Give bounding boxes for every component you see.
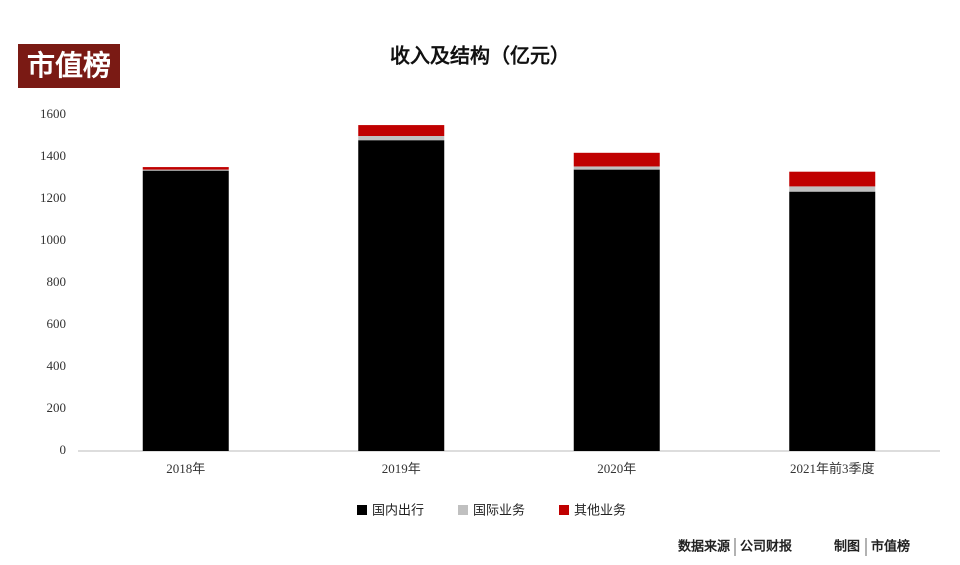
bar-segment xyxy=(789,191,876,451)
bar-segment xyxy=(358,136,445,141)
legend-swatch xyxy=(357,505,367,515)
bar-segment xyxy=(789,186,876,192)
legend-label: 国内出行 xyxy=(372,503,424,519)
bar-segment xyxy=(789,171,876,187)
legend-swatch xyxy=(458,505,468,515)
y-tick-label: 1000 xyxy=(40,232,66,247)
y-tick-label: 1400 xyxy=(40,148,66,163)
credit-label: 制图 xyxy=(834,539,860,555)
y-tick-label: 800 xyxy=(47,274,67,289)
x-tick-label: 2020年 xyxy=(597,461,636,476)
x-tick-label: 2021年前3季度 xyxy=(790,461,875,476)
credit: 市值榜 xyxy=(871,539,910,555)
source-label: 数据来源 xyxy=(678,539,730,555)
logo: 市值榜 xyxy=(27,49,111,82)
logo-box xyxy=(18,44,120,88)
y-tick-label: 1200 xyxy=(40,190,66,205)
bar-segment xyxy=(573,166,660,170)
y-tick-label: 0 xyxy=(60,442,67,457)
legend-swatch xyxy=(559,505,569,515)
bar-segment xyxy=(142,170,229,451)
y-tick-label: 200 xyxy=(47,400,67,415)
legend-label: 其他业务 xyxy=(574,503,626,519)
y-tick-label: 600 xyxy=(47,316,67,331)
chart-title: 收入及结构（亿元） xyxy=(390,44,570,68)
source: 公司财报 xyxy=(740,539,793,555)
legend-label: 国际业务 xyxy=(473,503,525,519)
x-tick-label: 2018年 xyxy=(166,461,205,476)
x-tick-label: 2019年 xyxy=(382,461,421,476)
bar-segment xyxy=(358,140,445,451)
bar-segment xyxy=(142,167,229,170)
bar-segment xyxy=(358,125,445,136)
bar-segment xyxy=(573,169,660,451)
y-tick-label: 400 xyxy=(47,358,67,373)
bar-segment xyxy=(142,169,229,171)
bar-segment xyxy=(573,152,660,167)
y-tick-label: 1600 xyxy=(40,106,66,121)
